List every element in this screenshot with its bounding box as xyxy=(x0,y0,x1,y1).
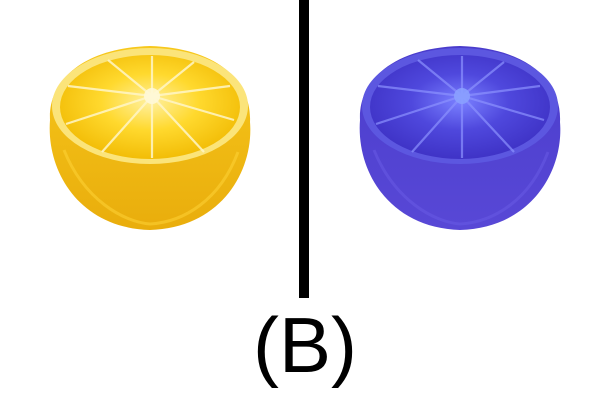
lemon-half-purple xyxy=(359,46,561,230)
panel-label: (B) xyxy=(253,301,357,389)
vertical-divider xyxy=(299,0,309,298)
lemon-half-yellow xyxy=(49,46,251,230)
